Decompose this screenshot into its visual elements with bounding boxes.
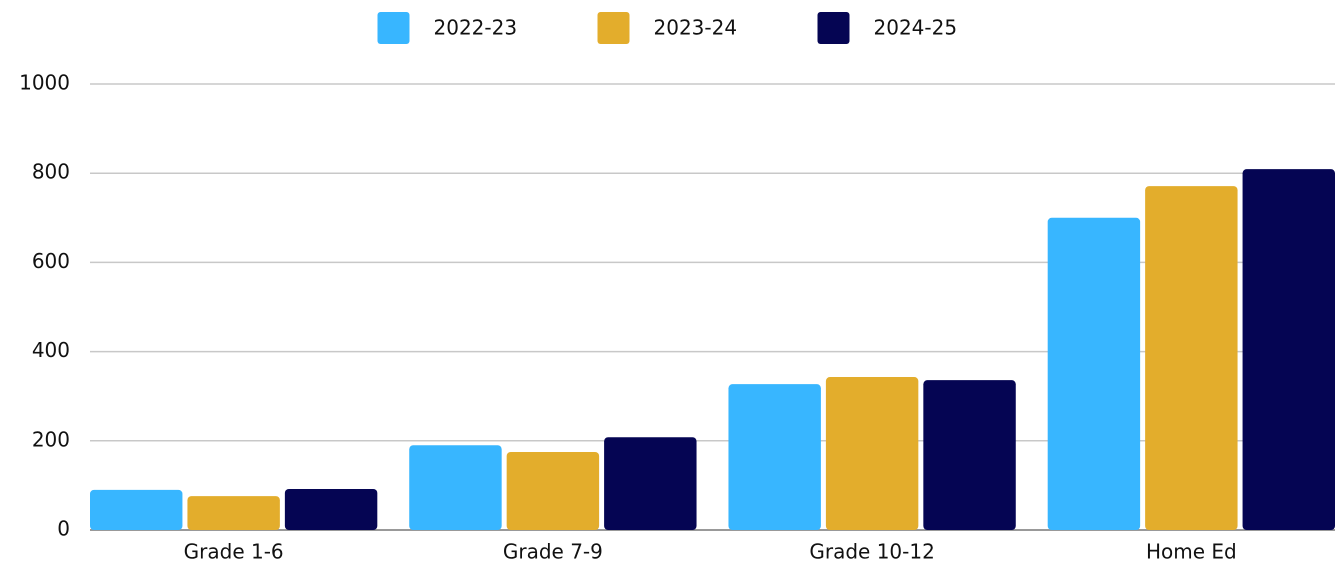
bar bbox=[728, 384, 821, 530]
y-tick-label: 0 bbox=[57, 517, 70, 541]
legend-label: 2024-25 bbox=[874, 16, 958, 40]
bar bbox=[187, 496, 280, 530]
legend-swatch bbox=[597, 12, 630, 44]
bar bbox=[1047, 217, 1141, 531]
bar bbox=[284, 488, 378, 530]
legend-label: 2022-23 bbox=[434, 16, 518, 40]
y-tick-label: 600 bbox=[32, 249, 70, 273]
bar bbox=[409, 445, 502, 530]
bar bbox=[825, 377, 919, 530]
legend-label: 2023-24 bbox=[654, 16, 738, 40]
x-tick-label: Grade 7-9 bbox=[503, 540, 603, 564]
bar bbox=[506, 451, 600, 530]
y-tick-label: 200 bbox=[32, 427, 70, 451]
legend-swatch bbox=[817, 12, 850, 44]
bar bbox=[1242, 169, 1335, 530]
legend-swatch bbox=[377, 12, 410, 44]
bar bbox=[90, 489, 183, 530]
x-tick-label: Grade 10-12 bbox=[809, 540, 934, 564]
y-tick-label: 1000 bbox=[19, 71, 70, 95]
x-tick-label: Home Ed bbox=[1146, 540, 1237, 564]
y-tick-label: 400 bbox=[32, 338, 70, 362]
bar bbox=[604, 437, 697, 530]
bar bbox=[923, 380, 1016, 530]
bar bbox=[1145, 186, 1238, 530]
y-tick-label: 800 bbox=[32, 160, 70, 184]
x-tick-label: Grade 1-6 bbox=[184, 540, 284, 564]
